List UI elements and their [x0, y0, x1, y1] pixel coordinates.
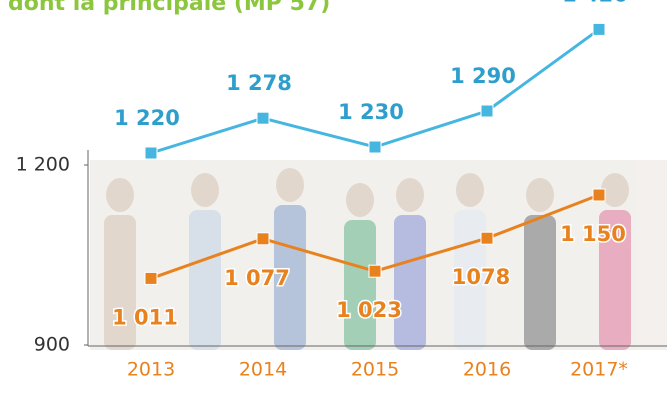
value-label: 1 426 [562, 0, 628, 6]
point-marker [257, 112, 269, 124]
chart-title: dont la principale (MP 57) [8, 0, 330, 16]
point-marker [481, 105, 493, 117]
point-marker [593, 23, 605, 35]
point-marker [481, 232, 493, 244]
point-marker [369, 141, 381, 153]
point-marker [257, 233, 269, 245]
chart: dont la principale (MP 57) 900 1 200 2013 2… [0, 0, 667, 408]
x-tick-label: 2016 [463, 359, 511, 381]
value-label: 1 230 [338, 100, 404, 124]
value-label: 1 290 [450, 64, 516, 88]
x-tick-label: 2014 [239, 359, 287, 381]
x-tick-label: 2017* [570, 359, 628, 381]
y-tick-label: 900 [34, 334, 70, 356]
x-tick-label: 2015 [351, 359, 399, 381]
value-label: 1 278 [226, 71, 292, 95]
value-label: 1 011 [112, 305, 178, 329]
value-label: 1 220 [114, 106, 180, 130]
value-label: 1 150 [560, 222, 626, 246]
point-marker [593, 189, 605, 201]
value-label: 1 077 [224, 266, 290, 290]
point-marker [145, 272, 157, 284]
value-label: 1 023 [336, 298, 402, 322]
point-marker [145, 147, 157, 159]
series-line [151, 29, 599, 153]
value-label: 1078 [452, 265, 510, 289]
point-marker [369, 265, 381, 277]
y-tick-label: 1 200 [16, 154, 70, 176]
x-tick-label: 2013 [127, 359, 175, 381]
